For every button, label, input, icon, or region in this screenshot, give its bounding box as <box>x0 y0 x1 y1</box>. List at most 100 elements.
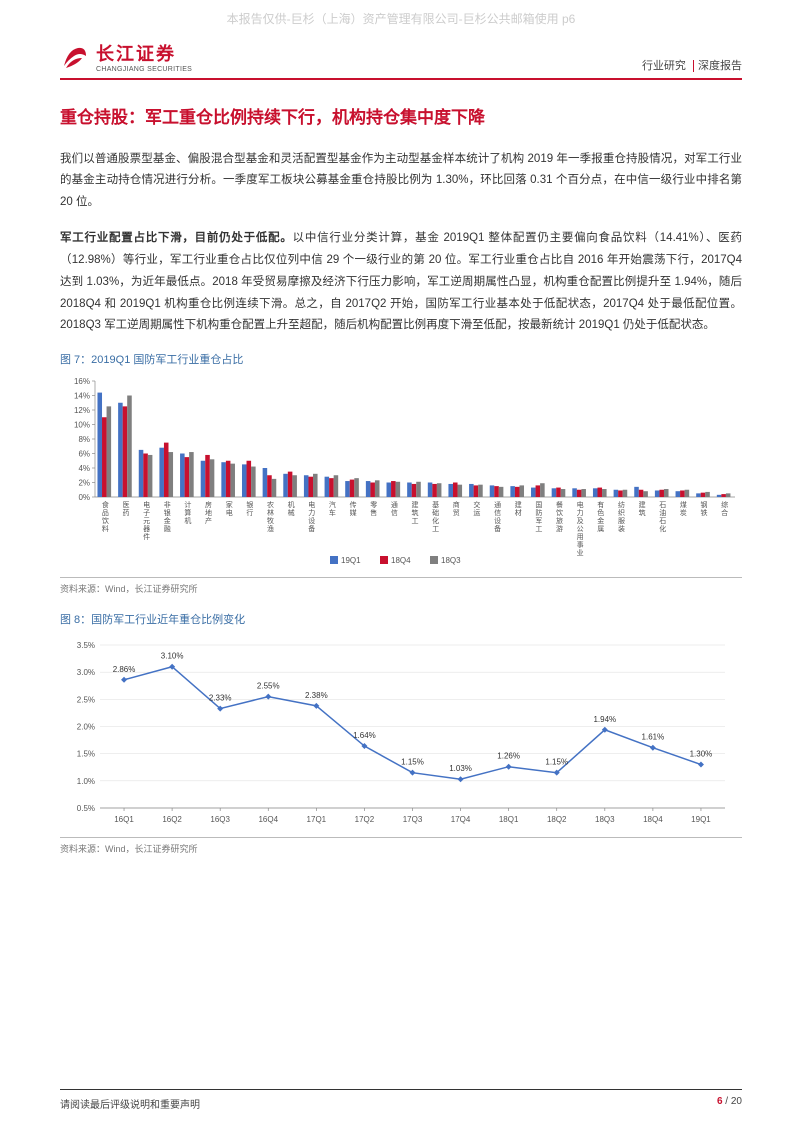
svg-text:非: 非 <box>164 500 171 509</box>
svg-text:售: 售 <box>370 508 377 517</box>
svg-text:17Q3: 17Q3 <box>403 815 423 824</box>
svg-text:房: 房 <box>205 500 212 509</box>
page-total: 20 <box>731 1096 742 1107</box>
svg-text:渔: 渔 <box>267 524 274 533</box>
svg-text:建: 建 <box>639 500 646 509</box>
svg-text:纺: 纺 <box>618 500 625 509</box>
svg-text:2.38%: 2.38% <box>305 691 328 700</box>
svg-text:18Q3: 18Q3 <box>441 556 461 565</box>
svg-text:机: 机 <box>288 500 295 509</box>
svg-text:10%: 10% <box>74 421 90 430</box>
svg-text:电: 电 <box>226 508 233 517</box>
svg-text:1.03%: 1.03% <box>449 764 472 773</box>
svg-text:16Q3: 16Q3 <box>210 815 230 824</box>
svg-text:4%: 4% <box>78 464 90 473</box>
svg-text:银: 银 <box>246 500 253 509</box>
svg-text:业: 业 <box>577 548 584 557</box>
svg-text:食: 食 <box>102 500 109 509</box>
svg-text:事: 事 <box>577 540 584 549</box>
svg-text:交: 交 <box>473 500 480 509</box>
svg-text:餐: 餐 <box>556 500 563 509</box>
svg-text:电: 电 <box>308 500 315 509</box>
svg-text:及: 及 <box>577 517 584 525</box>
svg-text:元: 元 <box>143 517 150 525</box>
svg-text:1.30%: 1.30% <box>690 750 713 759</box>
svg-text:3.10%: 3.10% <box>161 652 184 661</box>
svg-text:地: 地 <box>205 508 212 517</box>
svg-text:料: 料 <box>102 524 109 533</box>
svg-text:18Q2: 18Q2 <box>547 815 567 824</box>
svg-text:18Q1: 18Q1 <box>499 815 519 824</box>
svg-text:融: 融 <box>164 524 171 533</box>
svg-text:设: 设 <box>494 516 501 525</box>
footer-disclaimer: 请阅读最后评级说明和重要声明 <box>60 1096 200 1111</box>
svg-text:钢: 钢 <box>701 500 708 509</box>
svg-text:3.5%: 3.5% <box>77 641 95 650</box>
header-cat1: 行业研究 <box>642 60 686 72</box>
svg-text:炭: 炭 <box>680 509 687 517</box>
svg-text:电: 电 <box>577 500 584 509</box>
svg-text:17Q2: 17Q2 <box>355 815 375 824</box>
svg-text:工: 工 <box>535 526 542 533</box>
svg-text:用: 用 <box>577 533 584 541</box>
svg-text:算: 算 <box>184 508 191 517</box>
svg-text:贸: 贸 <box>453 508 460 517</box>
svg-text:车: 车 <box>329 508 336 517</box>
svg-text:1.26%: 1.26% <box>497 752 520 761</box>
svg-text:2.33%: 2.33% <box>209 694 232 703</box>
logo-cn: 长江证券 <box>96 40 192 66</box>
svg-text:合: 合 <box>721 508 728 517</box>
svg-text:1.5%: 1.5% <box>77 750 95 759</box>
svg-text:金: 金 <box>597 516 604 525</box>
svg-text:18Q3: 18Q3 <box>595 815 615 824</box>
svg-text:14%: 14% <box>74 392 90 401</box>
svg-text:媒: 媒 <box>350 508 357 517</box>
svg-text:药: 药 <box>122 508 129 517</box>
svg-text:煤: 煤 <box>680 500 687 509</box>
fig7-source: 资料来源：Wind，长江证券研究所 <box>60 577 742 595</box>
svg-text:6%: 6% <box>78 450 90 459</box>
svg-text:3.0%: 3.0% <box>77 668 95 677</box>
fig8-chart: 0.5%1.0%1.5%2.0%2.5%3.0%3.5%2.86%16Q13.1… <box>60 633 742 833</box>
svg-text:备: 备 <box>494 524 501 533</box>
svg-text:2.55%: 2.55% <box>257 682 280 691</box>
svg-text:备: 备 <box>308 524 315 533</box>
svg-text:础: 础 <box>432 508 439 517</box>
svg-text:0.5%: 0.5% <box>77 804 95 813</box>
svg-text:综: 综 <box>721 500 728 509</box>
svg-text:林: 林 <box>267 508 274 517</box>
svg-text:件: 件 <box>143 532 150 541</box>
svg-text:1.94%: 1.94% <box>593 715 616 724</box>
svg-text:力: 力 <box>308 508 315 517</box>
svg-text:工: 工 <box>412 518 419 525</box>
svg-text:工: 工 <box>432 526 439 533</box>
svg-text:2.0%: 2.0% <box>77 723 95 732</box>
svg-text:信: 信 <box>391 508 398 517</box>
svg-text:织: 织 <box>618 508 625 517</box>
svg-text:石: 石 <box>659 517 666 525</box>
svg-text:设: 设 <box>308 516 315 525</box>
svg-text:传: 传 <box>350 500 357 509</box>
svg-text:有: 有 <box>597 500 604 509</box>
svg-text:国: 国 <box>535 501 542 509</box>
svg-text:基: 基 <box>432 500 439 509</box>
svg-text:机: 机 <box>184 516 191 525</box>
svg-text:19Q1: 19Q1 <box>691 815 711 824</box>
svg-text:1.64%: 1.64% <box>353 731 376 740</box>
svg-text:油: 油 <box>659 508 666 517</box>
footer-page: 6 / 20 <box>717 1096 742 1111</box>
svg-text:通: 通 <box>391 500 398 509</box>
section-title: 重仓持股：军工重仓比例持续下行，机构持仓集中度下降 <box>60 105 742 131</box>
paragraph-2: 军工行业配置占比下滑，目前仍处于低配。以中信行业分类计算，基金 2019Q1 整… <box>60 228 742 337</box>
svg-text:品: 品 <box>102 509 109 517</box>
svg-text:16Q4: 16Q4 <box>258 815 278 824</box>
paragraph-1: 我们以普通股票型基金、偏股混合型基金和灵活配置型基金作为主动型基金样本统计了机构… <box>60 149 742 215</box>
svg-text:材: 材 <box>515 508 522 517</box>
svg-text:1.15%: 1.15% <box>401 758 424 767</box>
svg-text:2%: 2% <box>78 479 90 488</box>
svg-text:属: 属 <box>597 525 604 533</box>
svg-text:牧: 牧 <box>267 516 274 525</box>
para2-body: 以中信行业分类计算，基金 2019Q1 整体配置仍主要偏向食品饮料（14.41%… <box>60 232 742 331</box>
svg-text:建: 建 <box>412 500 419 509</box>
svg-text:服: 服 <box>618 517 625 525</box>
